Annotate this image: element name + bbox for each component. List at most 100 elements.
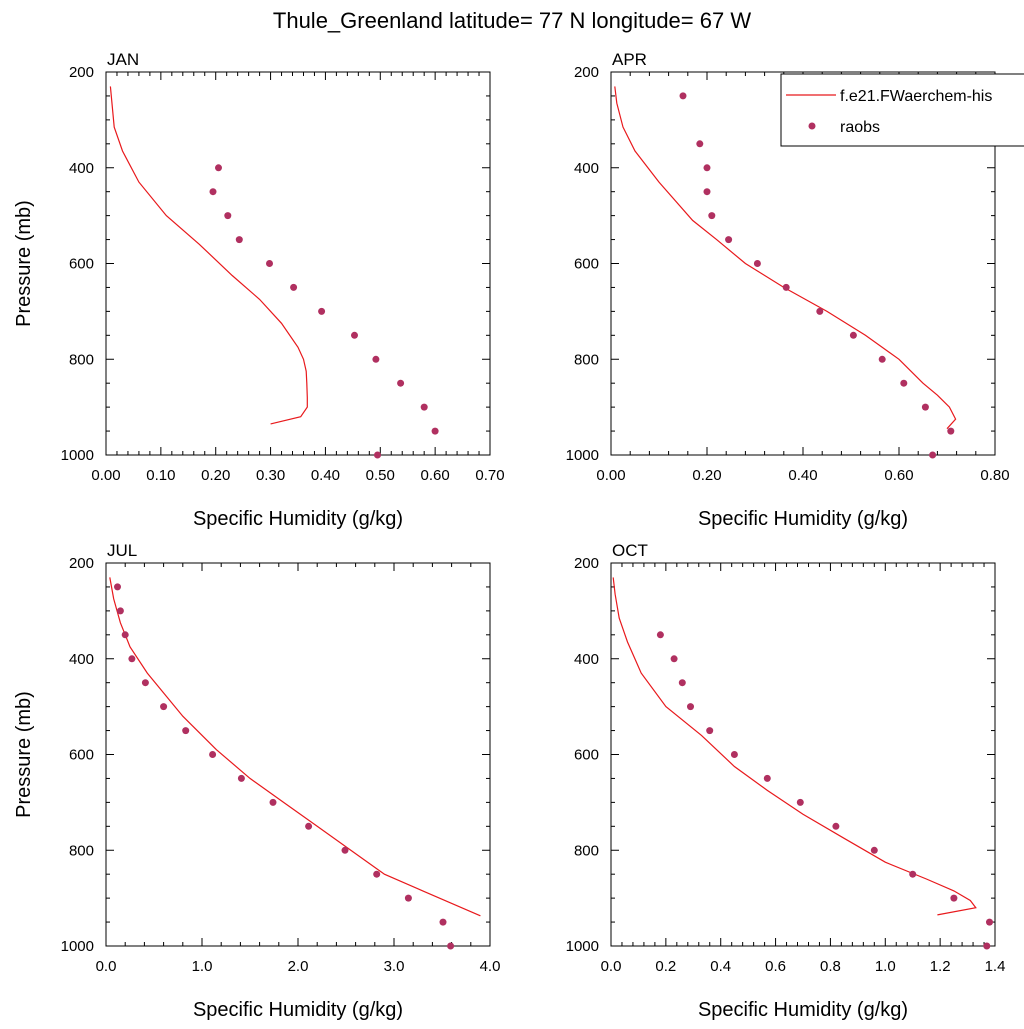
- raobs-point: [266, 260, 273, 267]
- raobs-point: [708, 212, 716, 220]
- y-tick-label: 800: [69, 351, 94, 368]
- panel-jul: JUL 0.0 1.0 2.0 3.0 4.0 200 400 600 800 1000 Specif…: [13, 541, 500, 1021]
- x-tick-label: 0.40: [311, 467, 340, 484]
- raobs-point: [116, 607, 124, 615]
- y-tick-label: 600: [69, 747, 94, 764]
- y-tick-label: 600: [574, 256, 599, 273]
- x-tick-label: 1.4: [985, 958, 1006, 975]
- y-tick-label: 400: [69, 160, 94, 177]
- raobs-point: [947, 427, 955, 435]
- y-tick-label: 200: [69, 64, 94, 81]
- x-tick-label: 0.4: [710, 958, 731, 975]
- x-tick-label: 1.0: [192, 958, 213, 975]
- legend-obs-label: raobs: [840, 119, 880, 136]
- x-tick-label: 0.50: [366, 467, 395, 484]
- y-tick-label: 1000: [566, 938, 599, 955]
- plot-frame: [105, 562, 491, 947]
- model-profile-line: [109, 577, 481, 917]
- panel-title: OCT: [612, 541, 648, 560]
- raobs-point: [215, 164, 222, 172]
- x-axis-title: Specific Humidity (g/kg): [698, 999, 908, 1021]
- x-tick-label: 0.20: [201, 467, 230, 484]
- y-tick-label: 800: [574, 351, 599, 368]
- raobs-point: [397, 379, 405, 387]
- y-tick-label: 1000: [61, 447, 94, 464]
- y-tick-label: 400: [574, 160, 599, 177]
- raobs-point: [351, 331, 358, 339]
- raobs-point: [431, 427, 439, 435]
- x-axis-title: Specific Humidity (g/kg): [193, 508, 403, 530]
- panel-title: JAN: [107, 50, 139, 69]
- x-tick-label: 0.8: [820, 958, 841, 975]
- x-tick-label: 3.0: [384, 958, 405, 975]
- legend-model-label: f.e21.FWaerchem-his: [840, 88, 992, 105]
- legend-box: [780, 73, 1024, 147]
- y-tick-label: 800: [574, 842, 599, 859]
- raobs-point: [983, 942, 991, 950]
- raobs-point: [447, 942, 455, 950]
- raobs-point: [679, 92, 687, 100]
- raobs-point: [816, 307, 824, 315]
- raobs-point: [986, 918, 993, 926]
- raobs-point: [404, 894, 412, 902]
- raobs-point: [782, 283, 790, 291]
- y-tick-label: 400: [574, 651, 599, 668]
- x-tick-label: 0.10: [146, 467, 175, 484]
- x-tick-label: 0.6: [765, 958, 786, 975]
- raobs-point: [929, 451, 937, 459]
- raobs-point: [439, 918, 447, 926]
- raobs-point: [209, 751, 217, 758]
- plot-frame: [105, 71, 491, 456]
- y-tick-label: 800: [69, 842, 94, 859]
- x-tick-label: 0.0: [96, 958, 117, 975]
- y-tick-label: 200: [69, 555, 94, 572]
- chart-panels: JAN 0.00 0.10 0.20 0.30 0.40 0.50 0.60 0.70 200 40…: [13, 50, 1010, 1021]
- x-tick-label: 0.60: [884, 467, 913, 484]
- x-tick-label: 0.60: [421, 467, 450, 484]
- raobs-point: [703, 164, 711, 172]
- raobs-point: [209, 188, 217, 196]
- raobs-point: [224, 212, 232, 220]
- x-tick-label: 4.0: [480, 958, 501, 975]
- x-tick-label: 1.0: [875, 958, 896, 975]
- raobs-point: [900, 379, 908, 387]
- y-tick-label: 600: [574, 747, 599, 764]
- x-tick-label: 0.0: [601, 958, 622, 975]
- raobs-point: [121, 631, 129, 639]
- raobs-point: [678, 679, 686, 687]
- panel-oct: OCT 0.0 0.2 0.4 0.6 0.8 1.0 1.2 1.4 200 400 600 800 1…: [566, 541, 1006, 1021]
- legend: f.e21.FWaerchem-his raobs: [780, 73, 1024, 147]
- raobs-point: [796, 798, 804, 806]
- y-axis-title: Pressure (mb): [13, 691, 35, 818]
- y-tick-label: 1000: [566, 447, 599, 464]
- raobs-point: [832, 822, 840, 830]
- raobs-point: [870, 846, 878, 854]
- raobs-point: [318, 307, 326, 315]
- y-tick-label: 400: [69, 651, 94, 668]
- y-tick-label: 200: [574, 555, 599, 572]
- raobs-point: [290, 283, 298, 291]
- x-tick-label: 0.20: [692, 467, 721, 484]
- x-tick-label: 0.40: [788, 467, 817, 484]
- raobs-point: [753, 260, 761, 267]
- raobs-point: [372, 355, 380, 363]
- raobs-point: [950, 894, 958, 902]
- x-axis-title: Specific Humidity (g/kg): [193, 999, 403, 1021]
- model-profile-line: [612, 577, 977, 916]
- y-axis-title: Pressure (mb): [13, 200, 35, 327]
- raobs-point: [341, 846, 349, 854]
- raobs-point: [373, 870, 381, 878]
- panel-title: APR: [612, 50, 647, 69]
- raobs-point: [114, 583, 121, 591]
- raobs-point: [878, 355, 886, 363]
- raobs-point: [269, 798, 277, 806]
- figure-title: Thule_Greenland latitude= 77 N longitude…: [273, 8, 751, 33]
- x-tick-label: 1.2: [930, 958, 951, 975]
- x-tick-label: 0.00: [596, 467, 625, 484]
- x-tick-label: 0.00: [91, 467, 120, 484]
- raobs-point: [706, 727, 714, 735]
- y-tick-label: 200: [574, 64, 599, 81]
- x-tick-label: 0.70: [475, 467, 504, 484]
